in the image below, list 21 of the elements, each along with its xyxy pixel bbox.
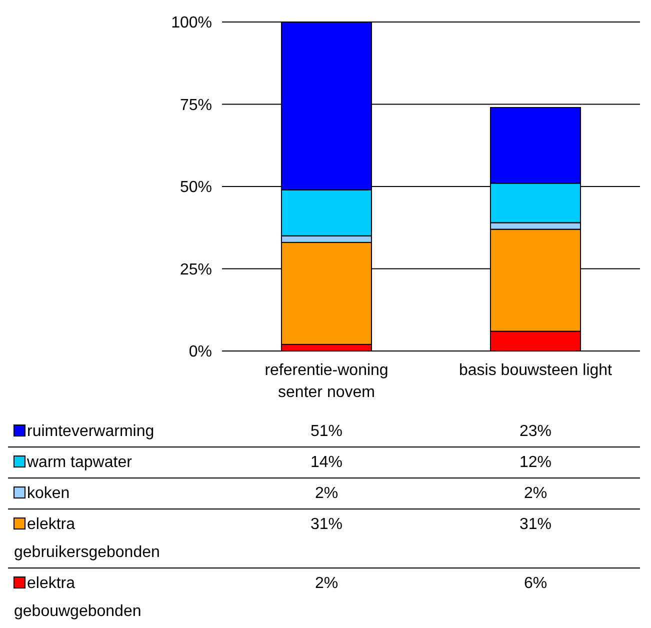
y-tick-label: 75% bbox=[180, 96, 212, 114]
data-label: 14% bbox=[310, 454, 343, 471]
legend-label: koken bbox=[27, 485, 70, 502]
legend-label: warm tapwater bbox=[26, 454, 133, 471]
data-label: 2% bbox=[524, 485, 548, 502]
y-tick-label: 100% bbox=[171, 14, 212, 32]
data-label: 23% bbox=[519, 423, 552, 440]
data-label: 6% bbox=[524, 575, 548, 592]
data-label: 31% bbox=[519, 516, 552, 533]
x-tick-label: basis bouwsteen light bbox=[459, 362, 613, 379]
y-tick-label: 50% bbox=[180, 179, 212, 196]
x-tick-label: referentie-woning senter novem bbox=[264, 362, 388, 401]
legend-label: elektra gebouwgebonden bbox=[14, 575, 142, 620]
data-label: 12% bbox=[519, 454, 552, 471]
legend-label: ruimteverwarming bbox=[27, 423, 154, 440]
data-label: 2% bbox=[314, 485, 338, 502]
y-tick-label: 25% bbox=[180, 261, 212, 278]
y-tick-label: 0% bbox=[188, 344, 212, 361]
data-label: 51% bbox=[310, 423, 343, 440]
data-label: 31% bbox=[310, 516, 343, 533]
data-label: 2% bbox=[314, 575, 338, 592]
